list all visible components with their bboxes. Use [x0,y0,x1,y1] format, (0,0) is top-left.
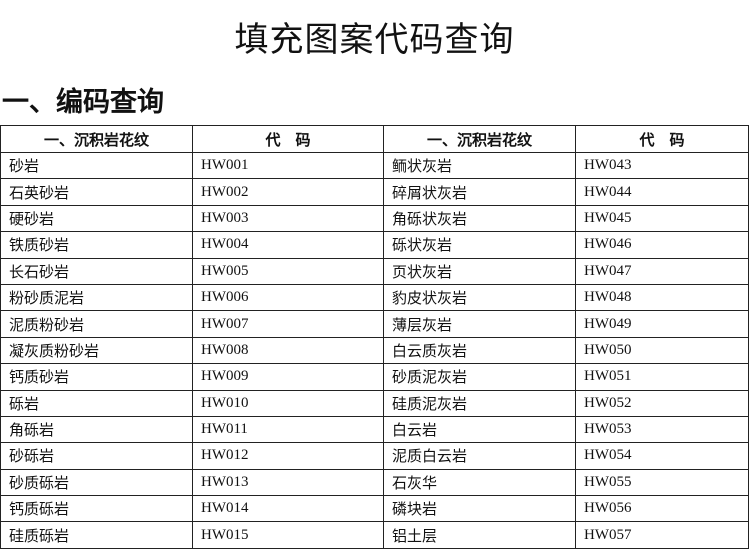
column-header-code: 代 码 [575,125,749,153]
pattern-code: HW043 [575,151,749,180]
pattern-code: HW045 [575,204,749,233]
pattern-code: HW047 [575,257,749,285]
rock-pattern-name: 硅质泥灰岩 [383,389,576,417]
pattern-code: HW010 [192,389,384,417]
rock-pattern-name: 砂质泥灰岩 [383,363,576,391]
table-row: 砂岩 HW001 鲕状灰岩 HW043 [0,151,749,180]
pattern-code: HW006 [192,283,384,312]
rock-pattern-name: 钙质砂岩 [0,363,193,391]
pattern-code: HW055 [575,468,749,497]
table-row: 凝灰质粉砂岩 HW008 白云质灰岩 HW050 [0,336,749,365]
pattern-code: HW044 [575,178,749,206]
rock-pattern-name: 铝土层 [383,521,576,549]
pattern-code: HW008 [192,336,384,365]
rock-pattern-name: 白云质灰岩 [383,336,576,365]
rock-pattern-name: 薄层灰岩 [383,310,576,338]
table-row: 石英砂岩 HW002 碎屑状灰岩 HW044 [0,178,749,206]
rock-pattern-name: 硅质砾岩 [0,521,193,549]
table-row: 粉砂质泥岩 HW006 豹皮状灰岩 HW048 [0,283,749,312]
rock-pattern-name: 长石砂岩 [0,257,193,285]
rock-pattern-name: 磷块岩 [383,495,576,523]
pattern-code: HW015 [192,521,384,549]
rock-pattern-name: 角砾状灰岩 [383,204,576,233]
rock-pattern-name: 砂质砾岩 [0,468,193,497]
table-row: 钙质砂岩 HW009 砂质泥灰岩 HW051 [0,363,749,391]
page-title: 填充图案代码查询 [234,20,515,60]
rock-pattern-name: 白云岩 [383,415,576,444]
section-heading: 一、编码查询 [2,87,164,118]
rock-pattern-name: 铁质砂岩 [0,231,193,259]
rock-pattern-name: 石灰华 [383,468,576,497]
pattern-code: HW056 [575,495,749,523]
rock-pattern-name: 页状灰岩 [383,257,576,285]
rock-pattern-name: 豹皮状灰岩 [383,283,576,312]
rock-pattern-name: 砾状灰岩 [383,231,576,259]
rock-pattern-name: 砂砾岩 [0,442,193,470]
code-table: 一、沉积岩花纹 代 码 一、沉积岩花纹 代 码 砂岩 HW001 鲕状灰岩 HW043… [0,125,749,549]
rock-pattern-name: 碎屑状灰岩 [383,178,576,206]
table-row: 钙质砾岩 HW014 磷块岩 HW056 [0,495,749,523]
pattern-code: HW049 [575,310,749,338]
table-row: 砂质砾岩 HW013 石灰华 HW055 [0,468,749,497]
pattern-code: HW013 [192,468,384,497]
pattern-code: HW002 [192,178,384,206]
rock-pattern-name: 泥质粉砂岩 [0,310,193,338]
table-row: 长石砂岩 HW005 页状灰岩 HW047 [0,257,749,285]
rock-pattern-name: 砾岩 [0,389,193,417]
pattern-code: HW046 [575,231,749,259]
pattern-code: HW009 [192,363,384,391]
pattern-code: HW012 [192,442,384,470]
pattern-code: HW014 [192,495,384,523]
pattern-code: HW050 [575,336,749,365]
pattern-code: HW011 [192,415,384,444]
table-row: 铁质砂岩 HW004 砾状灰岩 HW046 [0,231,749,259]
table-row: 硅质砾岩 HW015 铝土层 HW057 [0,521,749,549]
rock-pattern-name: 砂岩 [0,151,193,180]
pattern-code: HW005 [192,257,384,285]
rock-pattern-name: 鲕状灰岩 [383,151,576,180]
pattern-code: HW053 [575,415,749,444]
table-row: 砾岩 HW010 硅质泥灰岩 HW052 [0,389,749,417]
pattern-code: HW004 [192,231,384,259]
pattern-code: HW007 [192,310,384,338]
table-row: 泥质粉砂岩 HW007 薄层灰岩 HW049 [0,310,749,338]
rock-pattern-name: 角砾岩 [0,415,193,444]
table-row: 角砾岩 HW011 白云岩 HW053 [0,415,749,444]
rock-pattern-name: 粉砂质泥岩 [0,283,193,312]
pattern-code: HW054 [575,442,749,470]
pattern-code: HW052 [575,389,749,417]
table-row: 砂砾岩 HW012 泥质白云岩 HW054 [0,442,749,470]
rock-pattern-name: 泥质白云岩 [383,442,576,470]
pattern-code: HW057 [575,521,749,549]
column-header-name: 一、沉积岩花纹 [383,125,576,153]
pattern-code: HW003 [192,204,384,233]
column-header-code: 代 码 [192,125,384,153]
pattern-code: HW048 [575,283,749,312]
pattern-code: HW051 [575,363,749,391]
rock-pattern-name: 硬砂岩 [0,204,193,233]
table-header-row: 一、沉积岩花纹 代 码 一、沉积岩花纹 代 码 [0,125,749,153]
rock-pattern-name: 钙质砾岩 [0,495,193,523]
table-row: 硬砂岩 HW003 角砾状灰岩 HW045 [0,204,749,233]
pattern-code: HW001 [192,151,384,180]
rock-pattern-name: 凝灰质粉砂岩 [0,336,193,365]
rock-pattern-name: 石英砂岩 [0,178,193,206]
column-header-name: 一、沉积岩花纹 [0,125,193,153]
